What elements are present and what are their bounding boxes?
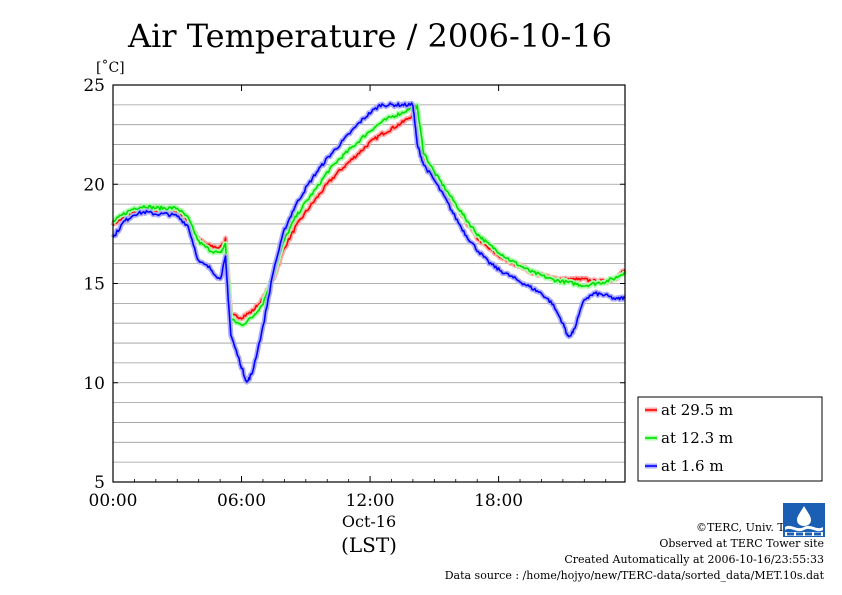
y-tick-label: 5: [94, 473, 105, 493]
x-axis-date-label: Oct-16: [342, 512, 396, 531]
chart-title: Air Temperature / 2006-10-16: [127, 17, 612, 55]
y-axis-unit: [˚C]: [96, 59, 125, 76]
site-text: Observed at TERC Tower site: [659, 537, 824, 550]
series-line-1: [112, 104, 626, 327]
x-tick-label: 06:00: [217, 491, 266, 511]
series-halo-1: [111, 102, 628, 328]
legend-label: at 1.6 m: [661, 457, 724, 475]
credits: ©TERC, Univ. Tsukuba Observed at TERC To…: [445, 520, 824, 584]
x-tick-label: 18:00: [474, 491, 523, 511]
legend-box: [637, 396, 823, 482]
created-text: Created Automatically at 2006-10-16/23:5…: [564, 553, 824, 566]
y-tick-label: 25: [83, 76, 105, 96]
series-line-2: [112, 102, 626, 383]
x-tick-label: 00:00: [89, 491, 138, 511]
copyright-text: ©TERC, Univ. Tsukuba: [695, 521, 824, 534]
y-tick-label: 20: [83, 175, 105, 195]
y-tick-label: 10: [83, 374, 105, 394]
y-axis: 25 20 15 10 5: [83, 76, 625, 493]
source-text: Data source : /home/hojyo/new/TERC-data/…: [444, 569, 824, 582]
legend-label: at 12.3 m: [661, 429, 733, 447]
grid-lines: [113, 104, 625, 463]
y-tick-label: 15: [83, 275, 105, 295]
x-tick-label: 12:00: [346, 491, 395, 511]
x-axis: 00:00 06:00 12:00 18:00: [89, 85, 607, 511]
series-layer: [110, 100, 628, 385]
legend: at 29.5 m at 12.3 m at 1.6 m: [637, 396, 823, 482]
terc-logo-icon: [783, 503, 825, 537]
x-axis-title: (LST): [341, 533, 397, 557]
legend-label: at 29.5 m: [661, 401, 733, 419]
